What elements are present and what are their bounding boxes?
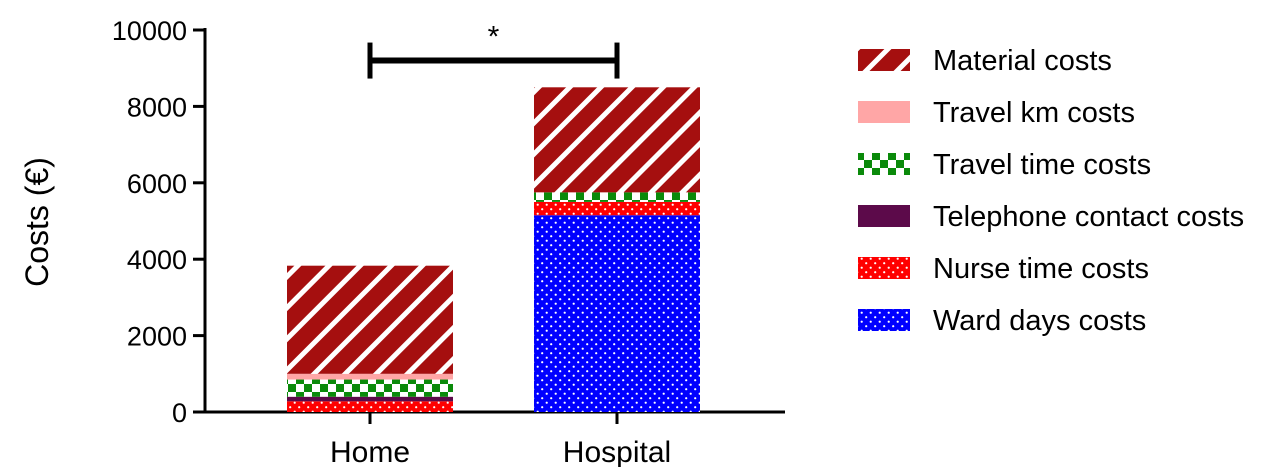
legend-label-material-costs: Material costs — [933, 45, 1112, 77]
y-tick-label: 4000 — [127, 245, 187, 275]
legend-swatch-telephone-contact-costs — [858, 205, 910, 227]
bar-home-nurse-time-costs — [287, 401, 453, 412]
y-tick-label: 2000 — [127, 322, 187, 352]
y-tick-label: 0 — [172, 398, 187, 428]
y-tick-label: 10000 — [112, 16, 187, 46]
legend-swatch-travel-km-costs — [858, 101, 910, 123]
y-axis-title: Costs (€) — [19, 157, 55, 287]
bar-hospital-ward-days-costs — [534, 215, 700, 412]
legend: Material costs Travel km costs Travel time… — [858, 45, 1244, 337]
significance-label: * — [488, 21, 500, 54]
bar-home-telephone-contact-costs — [287, 396, 453, 402]
x-tick-label-home: Home — [330, 436, 410, 467]
legend-swatch-travel-time-costs — [858, 153, 910, 175]
legend-label-travel-km-costs: Travel km costs — [933, 97, 1135, 129]
bar-home-travel-km-costs — [287, 373, 453, 380]
bar-home-material-costs — [287, 265, 453, 374]
bar-hospital-travel-time-costs — [534, 192, 700, 202]
chart-bars — [287, 87, 700, 412]
bar-hospital-material-costs — [534, 87, 700, 193]
significance-bracket: * — [367, 21, 620, 79]
bar-hospital-nurse-time-costs — [534, 201, 700, 216]
y-tick-label: 6000 — [127, 169, 187, 199]
legend-label-telephone-contact-costs: Telephone contact costs — [933, 201, 1244, 233]
legend-swatch-ward-days-costs — [858, 309, 910, 331]
legend-label-nurse-time-costs: Nurse time costs — [933, 253, 1149, 285]
legend-label-travel-time-costs: Travel time costs — [933, 149, 1151, 181]
legend-label-ward-days-costs: Ward days costs — [933, 305, 1146, 337]
legend-swatch-nurse-time-costs — [858, 257, 910, 279]
bar-home-travel-time-costs — [287, 379, 453, 397]
x-tick-label-hospital: Hospital — [563, 436, 671, 467]
y-tick-label: 8000 — [127, 92, 187, 122]
chart-axes: 0 2000 4000 6000 8000 10000 Home Hospital — [112, 16, 785, 467]
legend-swatch-material-costs — [858, 49, 910, 71]
